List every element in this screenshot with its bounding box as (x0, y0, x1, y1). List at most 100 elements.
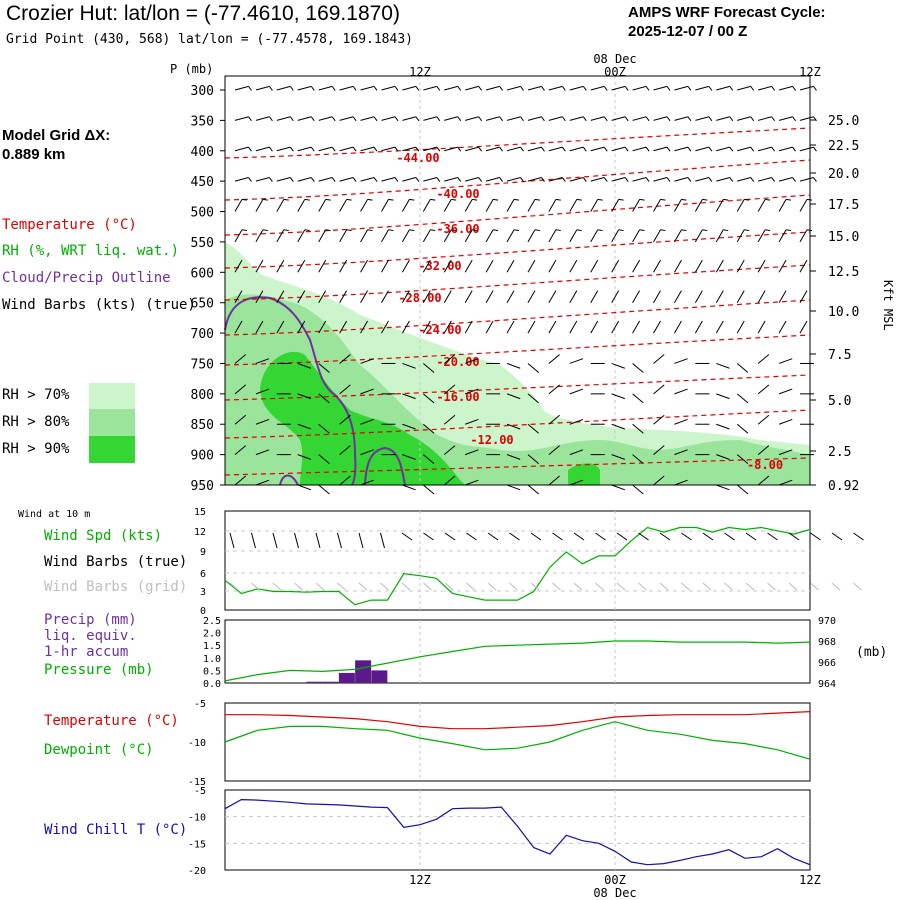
wind-barb (674, 358, 688, 364)
wind-barb (402, 484, 416, 491)
rh90-region-2 (568, 463, 600, 485)
true-wind-barb (530, 532, 542, 541)
wind-barb-feather (373, 146, 378, 152)
wind-barb (799, 320, 808, 334)
temp-tick-label: -10 (188, 738, 206, 749)
wind-barb (569, 229, 578, 243)
wind-barb (778, 229, 787, 243)
wind-barb-feather (666, 116, 671, 122)
pressure-line (224, 640, 811, 682)
isotherm-label: -20.00 (436, 355, 479, 369)
wind-barb-feather (645, 116, 650, 122)
pressure-axis-title: P (mb) (170, 62, 213, 76)
wind-barb (632, 393, 644, 404)
wind-barb (799, 116, 814, 121)
wind-barb (632, 177, 647, 182)
grid-wind-barb (616, 582, 626, 591)
wind-barb (778, 146, 793, 152)
wind-barb-feather (499, 86, 503, 91)
wind-barb (632, 116, 647, 121)
wind-barb (506, 454, 521, 460)
wind-barb (632, 259, 641, 273)
precip-tick-label: 1.0 (203, 654, 221, 665)
wind-barb-feather (708, 177, 713, 182)
wind-barb (611, 362, 625, 369)
wind-barb (401, 320, 410, 334)
wind-barb (527, 229, 536, 243)
wind-barb (736, 259, 745, 273)
wind-barb-feather (436, 86, 441, 91)
wind-barb-feather (269, 116, 273, 122)
wind-barb-feather (352, 86, 357, 91)
wind-barb-feather (681, 198, 687, 201)
true-wind-barb (745, 532, 757, 541)
wind-barb-feather (436, 116, 441, 122)
wind-barb-feather (603, 177, 608, 182)
true-wind-barb (509, 532, 520, 541)
wind-barb (715, 199, 724, 212)
wind-barb (653, 85, 668, 91)
wind-barb (423, 177, 437, 182)
wind-barb (653, 199, 661, 212)
wind-barb (715, 259, 724, 273)
true-wind-barb (788, 532, 800, 541)
wind-barb (548, 475, 560, 486)
windchill-panel-frame (224, 789, 811, 871)
wind-barb (318, 484, 330, 495)
time-tick-top: 12Z (799, 65, 821, 79)
wind-barb (402, 177, 417, 182)
grid-wind-barb (315, 582, 325, 591)
wind-barb-feather (702, 229, 708, 232)
wind-barb (443, 475, 456, 486)
grid-wind-barb (573, 582, 583, 591)
wind-barb (694, 320, 703, 334)
wind-barb (402, 393, 416, 400)
true-wind-barb (401, 532, 413, 541)
wind-barb-feather (582, 177, 587, 182)
wind-barb (360, 229, 368, 243)
wind-barb-feather (603, 86, 608, 91)
wind-barb (339, 290, 348, 303)
wind-barb (632, 423, 644, 434)
cloud-outline-3 (279, 474, 299, 486)
legend-rh70-label: RH > 70% (2, 387, 70, 403)
chill-tick-label: -20 (188, 866, 206, 877)
wind-barb (611, 85, 626, 91)
wind-barb-feather (624, 177, 629, 182)
wind-barb (276, 85, 291, 91)
wind-barb-feather (750, 177, 755, 182)
wind-barb (443, 384, 456, 395)
wind-barb (360, 479, 374, 486)
wind-barb-feather (478, 177, 483, 182)
isotherm-line (224, 334, 811, 366)
wind-barb (653, 146, 668, 152)
wind-barb-feather (534, 198, 540, 201)
wind-barb-feather (562, 116, 566, 122)
wind-barb-feather (457, 86, 462, 91)
wind-barb (653, 475, 665, 486)
wind-barb (339, 259, 348, 273)
wind-barb-feather (597, 198, 603, 201)
wind-barb (548, 290, 557, 303)
wind-barb (737, 177, 751, 182)
wind-barb (758, 146, 772, 152)
wind-barb (255, 418, 270, 425)
wind-barb (757, 259, 766, 273)
wind-barb-feather (373, 116, 378, 122)
wind-barb (422, 229, 431, 243)
true-wind-barb (831, 532, 843, 541)
wind-barb (757, 229, 766, 243)
wind-barb (548, 85, 563, 91)
wind-barb (465, 146, 479, 152)
height-tick-label: 17.5 (828, 198, 859, 213)
wind-barb (318, 393, 330, 404)
wind-barb (527, 116, 542, 121)
wind-barb-feather (750, 86, 755, 91)
precip-tick-label: 0.0 (203, 679, 221, 690)
wind-barb (674, 418, 688, 425)
pressure-tick-label-right: 966 (818, 658, 836, 669)
time-tick-bottom: 12Z (409, 873, 431, 887)
wind-barb-feather (618, 229, 624, 232)
isotherm-label: -12.00 (470, 433, 513, 447)
wind-barb-feather (750, 116, 755, 122)
